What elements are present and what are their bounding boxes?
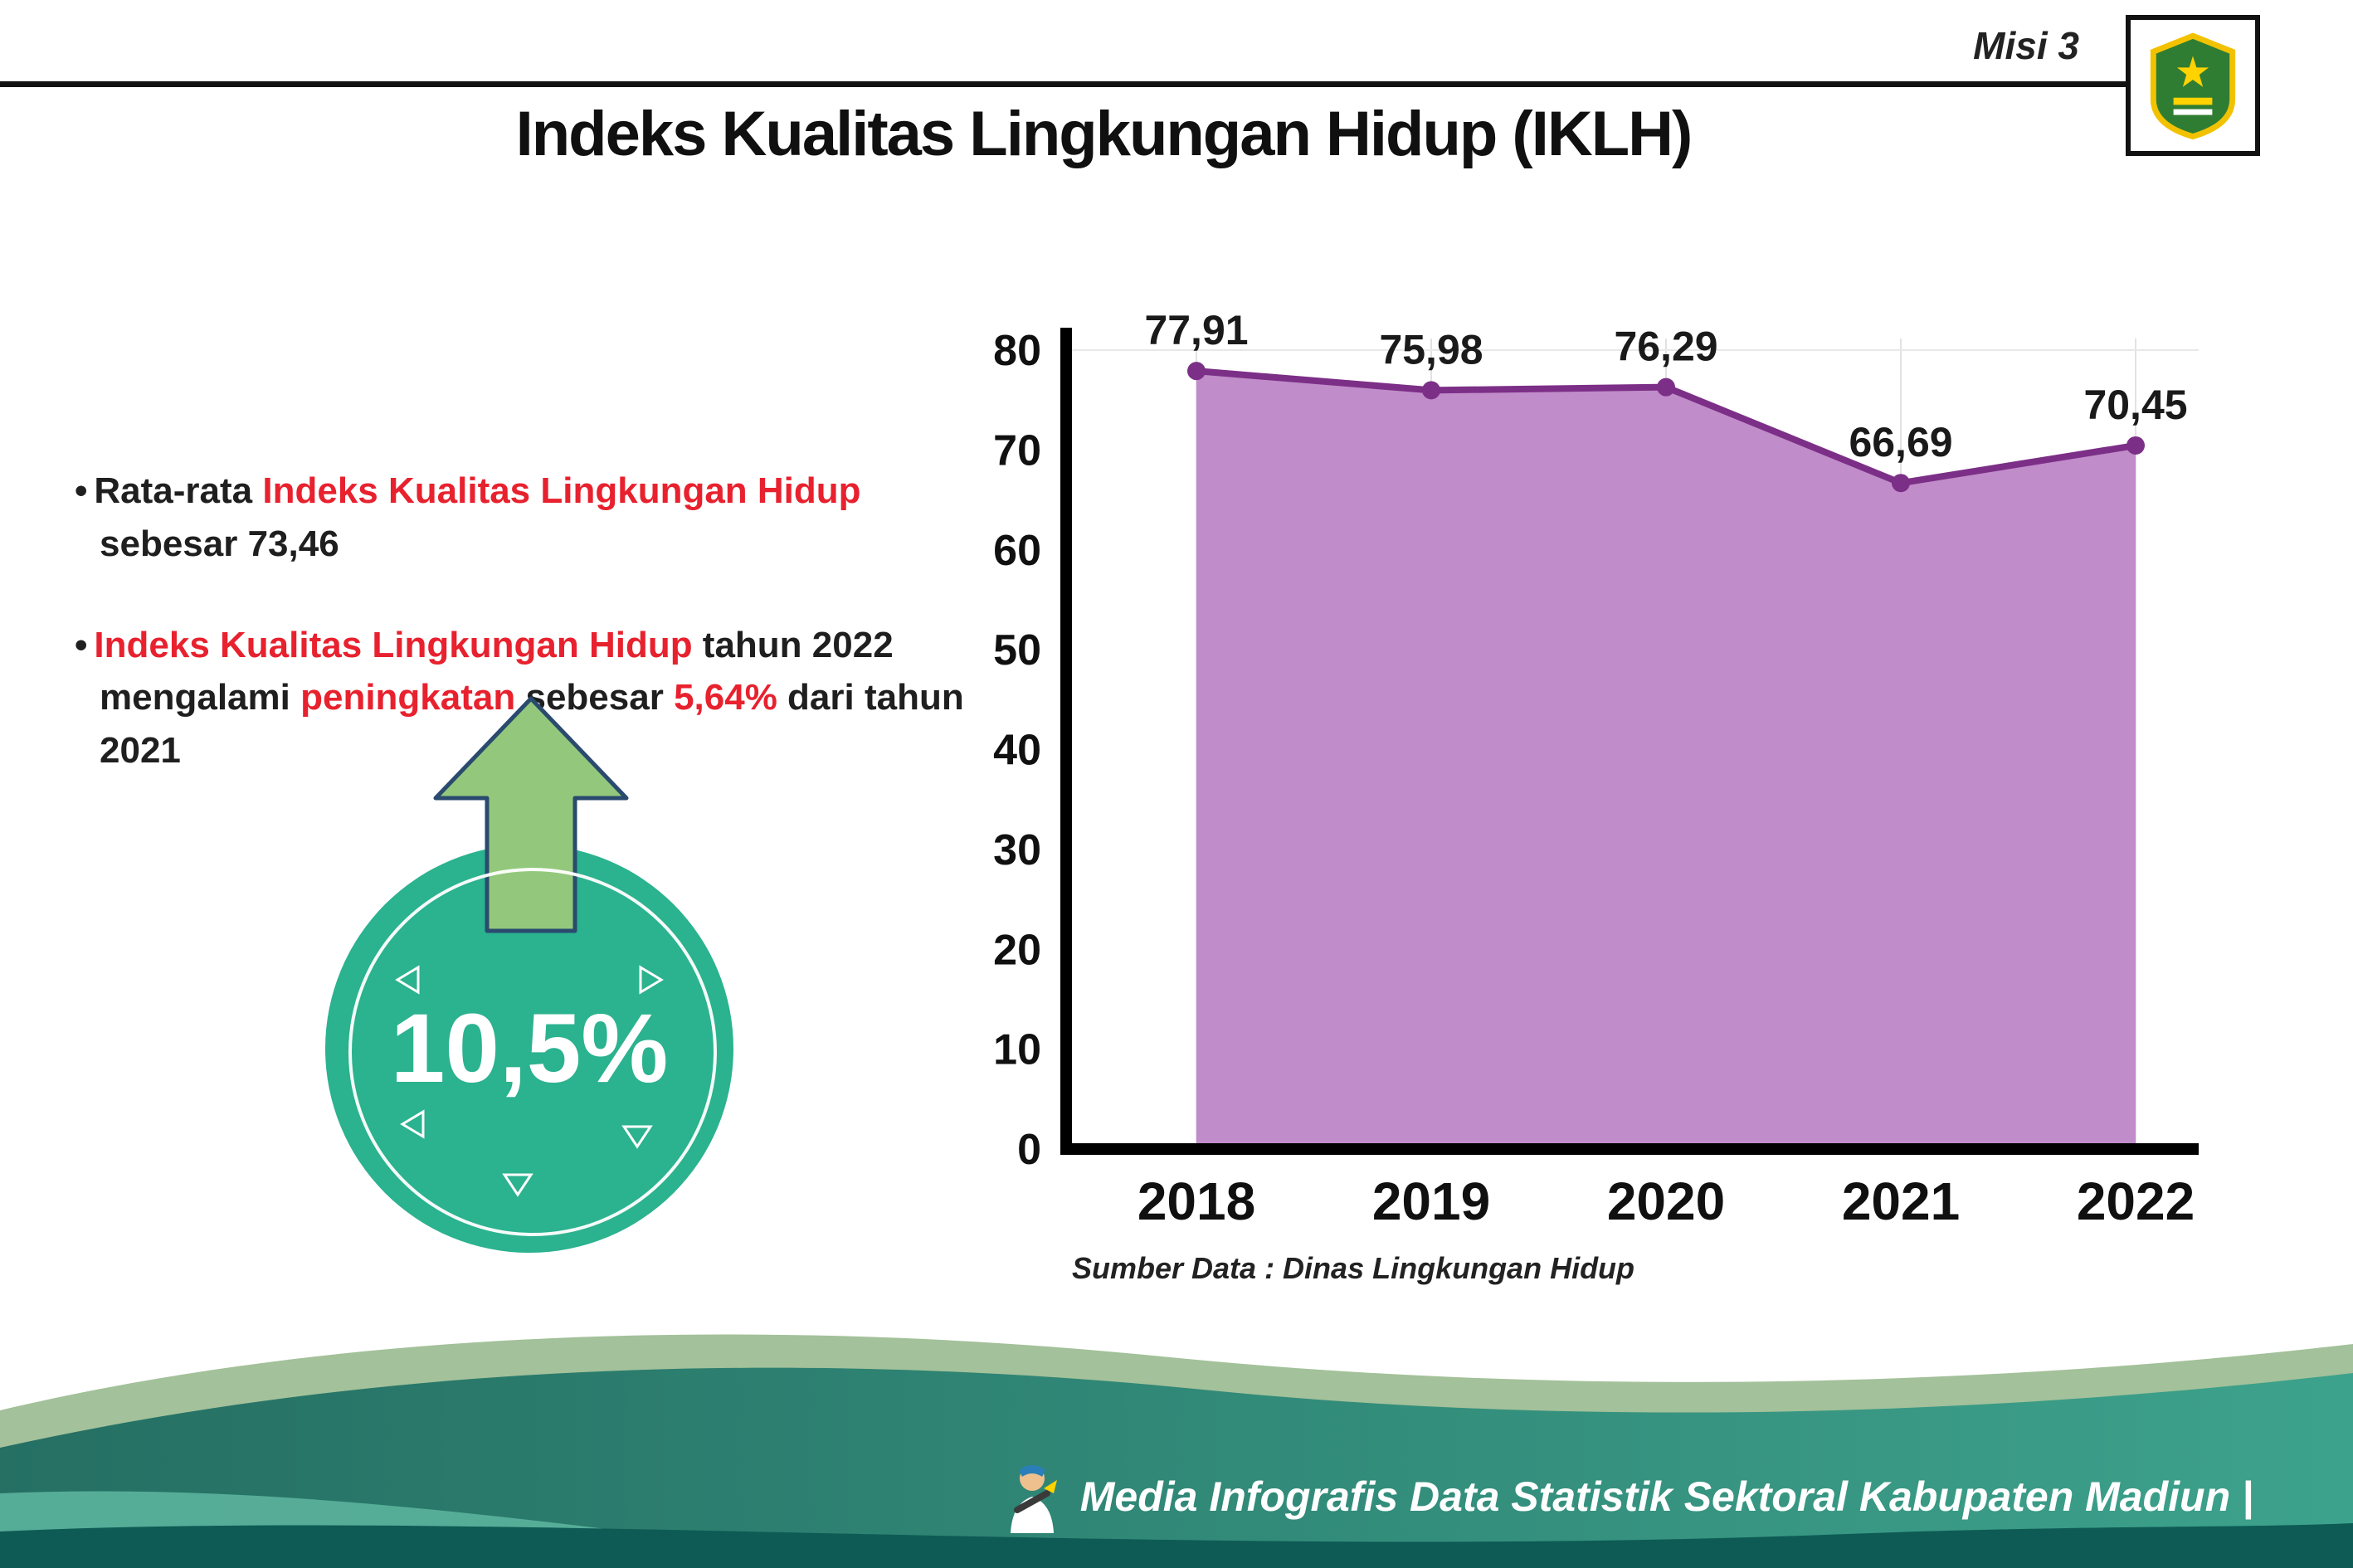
x-tick-label: 2018 [1138,1171,1255,1231]
badge-ring [348,868,717,1236]
x-tick-label: 2019 [1372,1171,1490,1231]
y-tick-label: 40 [993,727,1041,775]
iklh-chart-area: 77,91 2018 75,98 2019 76,29 2020 66,69 2021 70,4… [979,290,2240,1269]
bullet2-highlight-2: peningkatan [300,677,516,718]
data-point [1422,381,1440,400]
header-rule [0,81,2200,87]
bullet2-text-1: tahun 2022 mengalami [100,624,894,718]
mascot-icon [1010,1465,1057,1533]
badge-tick-marks [395,965,664,1197]
key-points: Rata-rata Indeks Kualitas Lingkungan Hid… [75,465,1004,825]
y-tick-label: 50 [993,626,1041,674]
footer-waves [0,1334,2353,1568]
kabupaten-madiun-logo [2126,15,2260,156]
area-fill [1196,371,2136,1149]
kabupaten-madiun-emblem-icon [2150,32,2236,140]
bullet1-highlight: Indeks Kualitas Lingkungan Hidup [262,470,861,511]
misi-label: Misi 3 [1973,24,2079,67]
y-tick-label: 10 [993,1026,1041,1074]
iklh-area-chart: 77,91 2018 75,98 2019 76,29 2020 66,69 2021 70,4… [993,307,2199,1231]
bullet2-text-2: sebesar [515,677,675,718]
y-tick-label: 60 [993,527,1041,575]
bullet-increase-2022: Indeks Kualitas Lingkungan Hidup tahun 2… [75,619,1004,777]
badge-value: 10,5% [390,994,669,1103]
page-title: Indeks Kualitas Lingkungan Hidup (IKLH) [515,99,1693,169]
bullet1-prefix: Rata-rata [94,470,263,511]
value-label: 77,91 [1144,307,1248,353]
bullet2-highlight-3: 5,64% [674,677,777,718]
bullet2-highlight-1: Indeks Kualitas Lingkungan Hidup [94,624,693,665]
y-tick-label: 20 [993,926,1041,974]
value-label: 76,29 [1614,324,1717,370]
data-point [1187,362,1206,381]
value-label: 70,45 [2083,382,2187,428]
x-tick-label: 2020 [1607,1171,1725,1231]
data-point [1657,377,1675,397]
value-label: 66,69 [1849,419,1952,465]
data-point [1892,474,1910,493]
bullet2-text-3: dari tahun 2021 [100,677,964,772]
value-label: 75,98 [1379,326,1483,373]
y-tick-label: 70 [993,426,1041,475]
y-tick-label: 30 [993,826,1041,874]
bullet1-suffix: sebesar 73,46 [100,523,339,564]
y-tick-label: 0 [1017,1126,1041,1174]
footer-credit: Media Infografis Data Statistik Sektoral… [999,1460,2253,1533]
x-tick-label: 2021 [1842,1171,1960,1231]
data-point [2126,436,2145,455]
x-tick-label: 2022 [2077,1171,2195,1231]
data-source: Sumber Data : Dinas Lingkungan Hidup [1072,1251,1635,1285]
y-tick-label: 80 [993,327,1041,375]
footer-text: Media Infografis Data Statistik Sektoral… [1079,1473,2253,1520]
bullet-average-iklh: Rata-rata Indeks Kualitas Lingkungan Hid… [75,465,1004,571]
